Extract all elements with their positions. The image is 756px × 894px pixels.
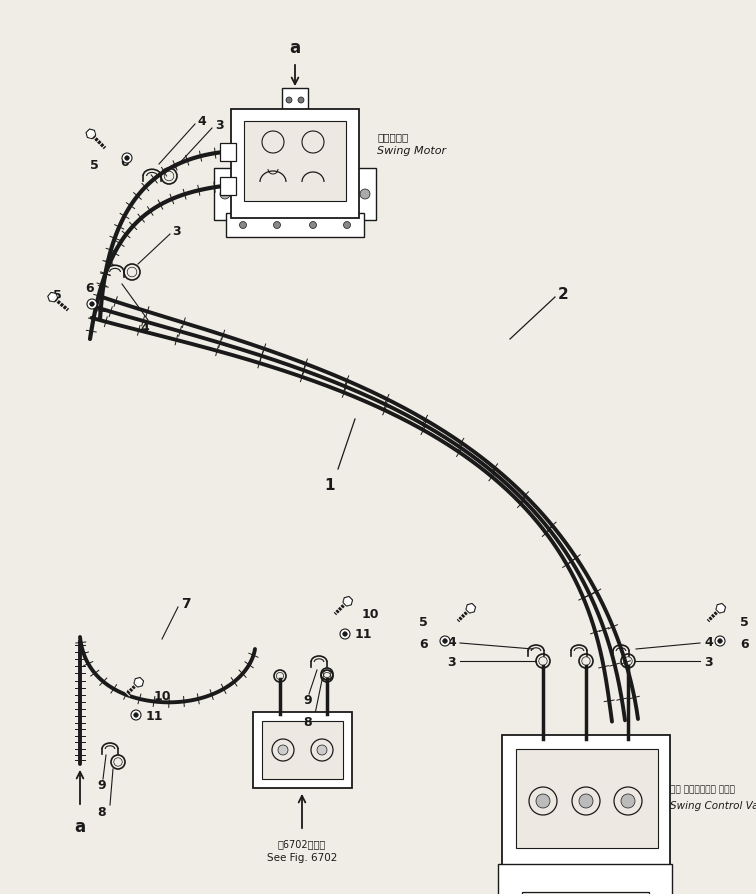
FancyBboxPatch shape — [220, 144, 236, 162]
FancyBboxPatch shape — [516, 749, 658, 848]
FancyBboxPatch shape — [220, 178, 236, 196]
Text: 4: 4 — [704, 635, 713, 648]
Text: 10: 10 — [154, 688, 172, 702]
Text: 11: 11 — [146, 709, 163, 721]
FancyBboxPatch shape — [231, 110, 359, 219]
Text: 3: 3 — [704, 654, 713, 668]
Text: 11: 11 — [355, 628, 373, 641]
Text: 8: 8 — [303, 716, 312, 729]
Text: 4: 4 — [141, 321, 150, 334]
Text: 4: 4 — [448, 635, 456, 648]
FancyBboxPatch shape — [522, 892, 649, 894]
Circle shape — [440, 637, 450, 646]
Circle shape — [286, 97, 292, 104]
Circle shape — [317, 746, 327, 755]
Text: 5: 5 — [420, 615, 428, 628]
Text: 5: 5 — [53, 288, 62, 301]
Circle shape — [443, 639, 448, 644]
Circle shape — [134, 713, 138, 718]
Text: 6: 6 — [420, 637, 428, 650]
Text: 4: 4 — [197, 114, 206, 127]
Polygon shape — [466, 603, 476, 613]
Text: 6: 6 — [740, 637, 748, 650]
FancyBboxPatch shape — [282, 89, 308, 113]
Polygon shape — [716, 603, 726, 613]
Text: 9: 9 — [98, 779, 106, 791]
Text: 5: 5 — [740, 615, 748, 628]
Text: 10: 10 — [362, 608, 380, 620]
Text: 3: 3 — [172, 224, 181, 237]
Text: 6: 6 — [121, 156, 129, 169]
FancyBboxPatch shape — [253, 713, 352, 789]
Text: 旋回モータ: 旋回モータ — [377, 131, 408, 142]
Text: 9: 9 — [303, 693, 312, 705]
Text: a: a — [74, 817, 85, 835]
FancyBboxPatch shape — [262, 721, 343, 780]
Text: 7: 7 — [181, 596, 191, 611]
Circle shape — [131, 710, 141, 721]
Circle shape — [298, 97, 304, 104]
Circle shape — [278, 746, 288, 755]
FancyBboxPatch shape — [226, 214, 364, 238]
Circle shape — [715, 637, 725, 646]
FancyBboxPatch shape — [214, 169, 236, 221]
Circle shape — [360, 190, 370, 199]
Circle shape — [579, 794, 593, 808]
Text: 3: 3 — [215, 118, 224, 131]
Circle shape — [240, 223, 246, 229]
Circle shape — [309, 223, 317, 229]
Circle shape — [274, 223, 280, 229]
Circle shape — [122, 154, 132, 164]
Circle shape — [90, 302, 94, 307]
Circle shape — [125, 156, 129, 161]
Text: 2: 2 — [558, 286, 569, 301]
Polygon shape — [343, 597, 352, 606]
Circle shape — [87, 299, 97, 309]
Text: 5: 5 — [90, 158, 99, 172]
Polygon shape — [134, 678, 144, 687]
Circle shape — [621, 794, 635, 808]
Text: 1: 1 — [325, 477, 335, 493]
Text: 8: 8 — [98, 805, 106, 819]
Text: See Fig. 6702: See Fig. 6702 — [267, 852, 337, 862]
Circle shape — [343, 223, 351, 229]
Text: Swing Control Valve: Swing Control Valve — [670, 800, 756, 810]
Text: Swing Motor: Swing Motor — [377, 146, 446, 156]
Circle shape — [220, 190, 230, 199]
Text: 6: 6 — [85, 282, 94, 295]
FancyBboxPatch shape — [502, 735, 670, 873]
Text: 3: 3 — [448, 654, 456, 668]
Circle shape — [342, 632, 347, 637]
Text: 旋回 コントロール バルブ: 旋回 コントロール バルブ — [670, 785, 735, 794]
Circle shape — [340, 629, 350, 639]
Polygon shape — [86, 130, 96, 139]
Text: a: a — [290, 39, 301, 57]
Circle shape — [717, 639, 722, 644]
Text: 第6702図参照: 第6702図参照 — [278, 838, 326, 848]
FancyBboxPatch shape — [354, 169, 376, 221]
Polygon shape — [48, 293, 57, 302]
FancyBboxPatch shape — [498, 864, 672, 894]
FancyBboxPatch shape — [244, 122, 346, 202]
Circle shape — [536, 794, 550, 808]
